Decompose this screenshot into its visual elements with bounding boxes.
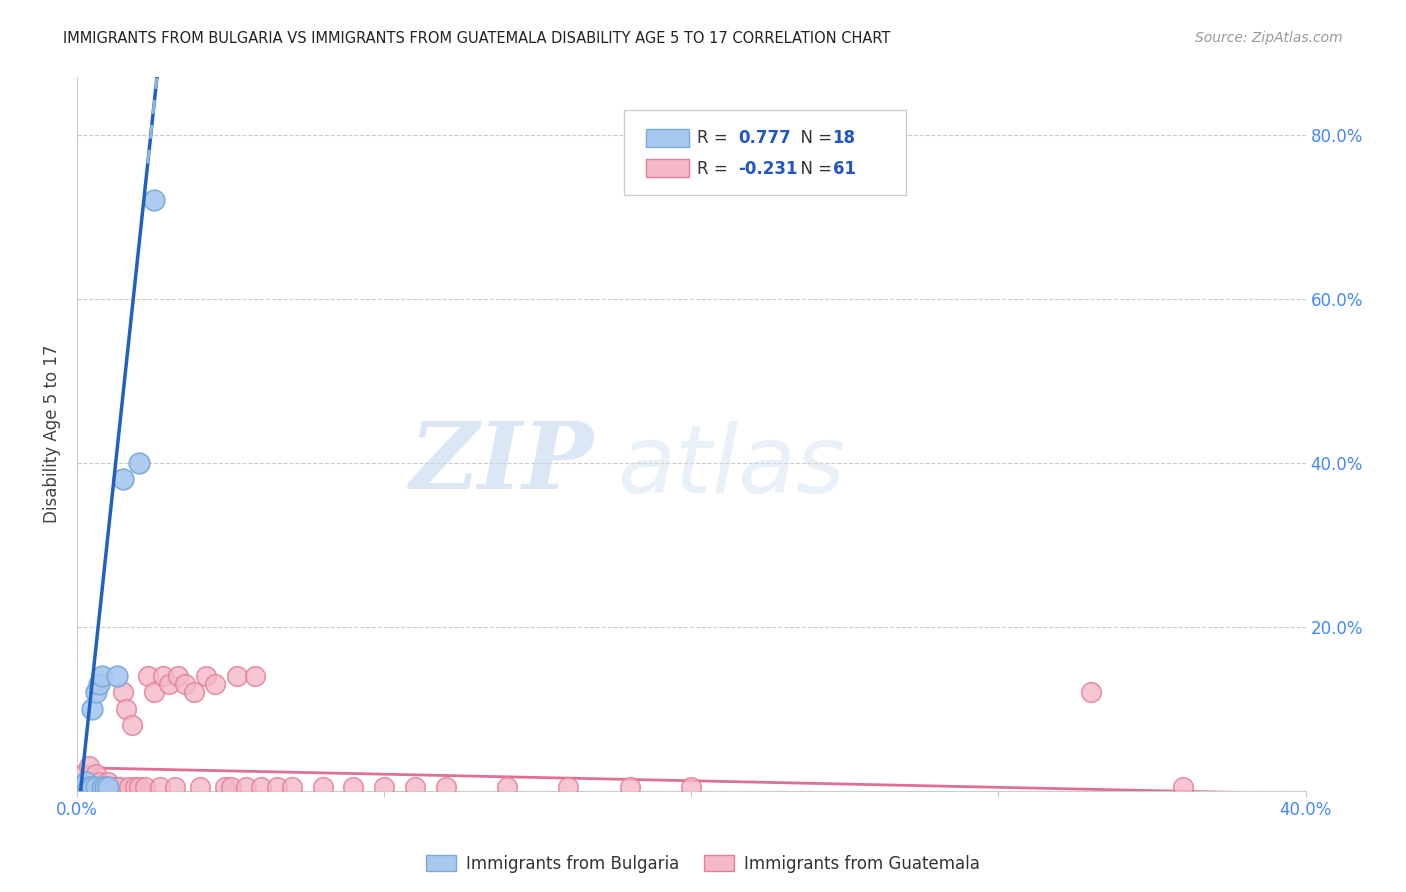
Point (373, 780, 395, 794)
Point (281, 780, 304, 794)
Point (87, 780, 110, 794)
Text: N =: N = (790, 129, 837, 147)
Point (183, 685, 205, 699)
Point (82, 780, 104, 794)
Text: 61: 61 (832, 160, 856, 178)
Point (496, 780, 519, 794)
Point (136, 669, 159, 683)
Text: 0.777: 0.777 (738, 129, 790, 147)
Point (72, 767, 94, 781)
Point (121, 718, 143, 732)
Point (214, 780, 236, 794)
Point (134, 780, 156, 794)
Point (75, 780, 97, 794)
Point (84, 780, 107, 794)
Point (112, 685, 135, 699)
Point (84, 767, 107, 781)
Point (142, 194, 165, 208)
Point (619, 780, 641, 794)
Point (219, 780, 242, 794)
Point (312, 780, 335, 794)
Point (87, 775, 110, 789)
Point (245, 669, 267, 683)
Point (72, 780, 94, 794)
Text: R =: R = (697, 129, 734, 147)
Point (681, 780, 703, 794)
Point (342, 780, 364, 794)
Point (1080, 685, 1102, 699)
Point (93, 780, 115, 794)
Point (142, 685, 165, 699)
Y-axis label: Disability Age 5 to 17: Disability Age 5 to 17 (44, 345, 60, 524)
Point (82, 780, 104, 794)
Point (75, 780, 97, 794)
Point (1171, 780, 1194, 794)
Point (404, 780, 426, 794)
Text: atlas: atlas (617, 421, 846, 512)
Text: IMMIGRANTS FROM BULGARIA VS IMMIGRANTS FROM GUATEMALA DISABILITY AGE 5 TO 17 COR: IMMIGRANTS FROM BULGARIA VS IMMIGRANTS F… (63, 31, 890, 46)
Point (235, 780, 257, 794)
Point (93, 780, 115, 794)
Point (108, 780, 131, 794)
Point (82, 780, 104, 794)
Point (204, 677, 226, 691)
Point (79, 780, 101, 794)
Point (266, 780, 288, 794)
Point (128, 456, 150, 470)
Text: R =: R = (697, 160, 734, 178)
Point (118, 780, 141, 794)
Text: 18: 18 (832, 129, 856, 147)
Point (100, 780, 122, 794)
Point (84, 780, 107, 794)
Point (90, 669, 112, 683)
FancyBboxPatch shape (624, 110, 907, 195)
Point (79, 759, 101, 773)
Point (128, 780, 150, 794)
Point (152, 669, 174, 683)
Point (72, 780, 94, 794)
Point (173, 677, 195, 691)
Point (188, 780, 211, 794)
FancyBboxPatch shape (645, 128, 689, 146)
Point (250, 780, 273, 794)
Point (90, 780, 112, 794)
FancyBboxPatch shape (645, 160, 689, 178)
Point (112, 472, 135, 486)
Point (84, 685, 107, 699)
Point (97, 775, 120, 789)
Point (105, 780, 128, 794)
Point (157, 677, 180, 691)
Point (97, 780, 120, 794)
Point (90, 780, 112, 794)
Point (124, 780, 146, 794)
Point (434, 780, 457, 794)
Text: N =: N = (790, 160, 837, 178)
Point (82, 775, 104, 789)
Point (149, 780, 172, 794)
Point (90, 780, 112, 794)
Text: Source: ZipAtlas.com: Source: ZipAtlas.com (1195, 31, 1343, 45)
Point (75, 775, 97, 789)
Legend: Immigrants from Bulgaria, Immigrants from Guatemala: Immigrants from Bulgaria, Immigrants fro… (419, 848, 987, 880)
Point (165, 780, 187, 794)
Point (97, 780, 120, 794)
Point (167, 669, 190, 683)
Point (75, 775, 97, 789)
Point (105, 669, 128, 683)
Point (69, 780, 91, 794)
Point (557, 780, 579, 794)
Point (87, 677, 110, 691)
Point (69, 780, 91, 794)
Text: ZIP: ZIP (409, 417, 593, 508)
Point (103, 780, 125, 794)
Point (82, 701, 104, 715)
Point (79, 780, 101, 794)
Point (115, 701, 138, 715)
Point (195, 669, 218, 683)
Point (225, 669, 247, 683)
Text: -0.231: -0.231 (738, 160, 797, 178)
